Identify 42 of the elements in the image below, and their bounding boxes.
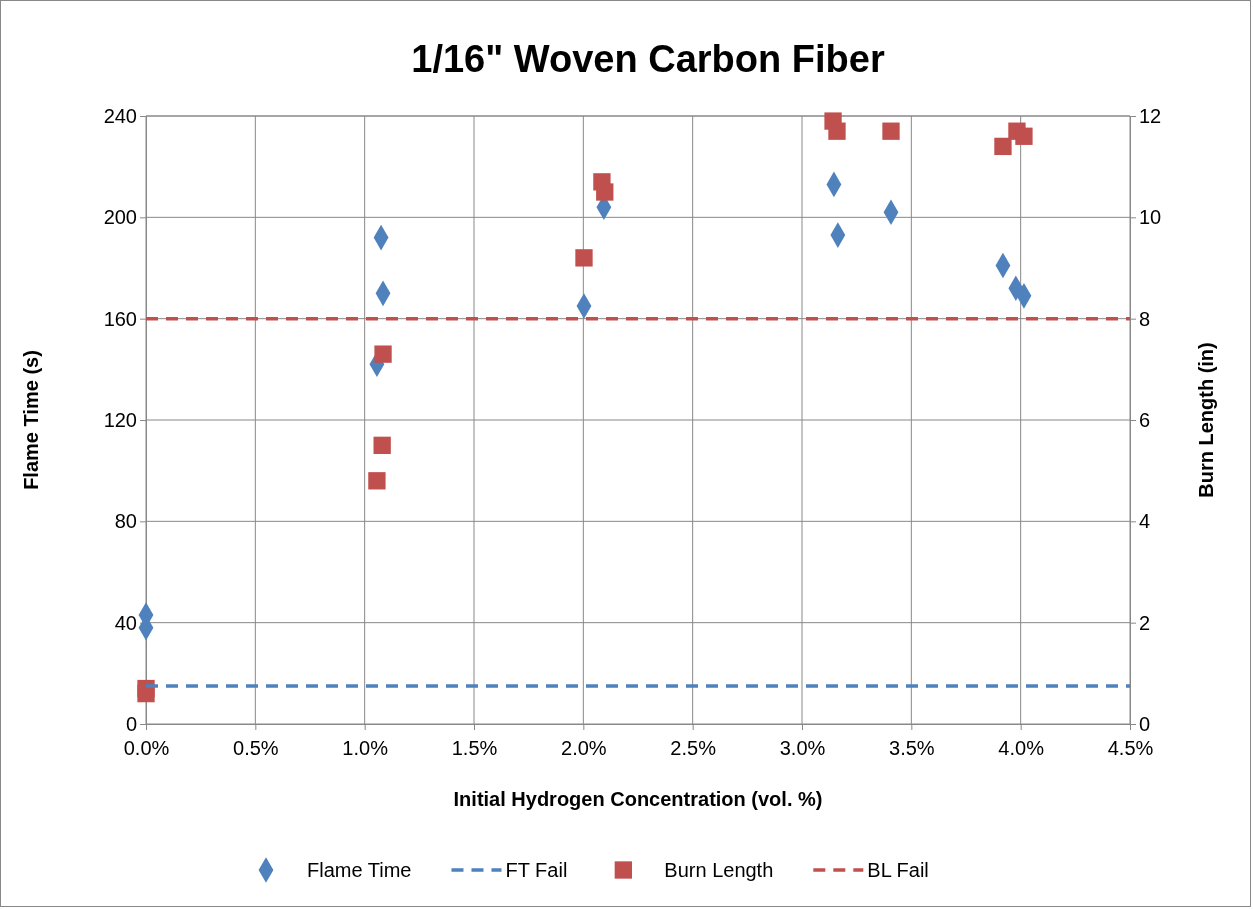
y2-tick-label: 6	[1139, 408, 1151, 431]
point	[368, 472, 386, 490]
legend-label: BL Fail	[867, 859, 929, 881]
point	[994, 137, 1012, 156]
y-tick-label: 240	[103, 104, 137, 127]
y-axis-title: Flame Time (s)	[20, 350, 42, 490]
point	[828, 122, 846, 140]
y2-tick-label: 2	[1139, 611, 1151, 634]
point	[882, 122, 900, 140]
y2-tick-label: 4	[1139, 510, 1151, 533]
legend-label: Flame Time	[307, 859, 412, 881]
point	[373, 436, 391, 454]
point	[596, 183, 614, 201]
y2-tick-label: 10	[1139, 206, 1162, 229]
y-tick-label: 80	[114, 510, 137, 533]
x-tick-label: 4.0%	[998, 737, 1045, 759]
point	[575, 249, 593, 267]
y2-tick-label: 8	[1139, 307, 1151, 330]
x-tick-label: 4.5%	[1107, 737, 1154, 759]
x-tick-label: 2.5%	[670, 737, 717, 759]
x-tick-label: 1.5%	[451, 737, 498, 759]
y-tick-label: 160	[103, 307, 137, 330]
legend-label: FT Fail	[505, 859, 568, 881]
x-tick-label: 2.0%	[561, 737, 607, 759]
y2-tick-label: 12	[1139, 104, 1162, 127]
x-tick-label: 1.0%	[342, 737, 389, 759]
point	[1015, 127, 1033, 145]
x-tick-label: 3.0%	[779, 737, 826, 759]
x-tick-label: 3.5%	[889, 737, 935, 759]
y2-axis-title: Burn Length (in)	[1195, 342, 1217, 498]
x-axis-title: Initial Hydrogen Concentration (vol. %)	[453, 788, 823, 810]
y-tick-label: 40	[114, 611, 137, 634]
y-tick-label: 120	[103, 408, 137, 431]
chart-title: 1/16" Woven Carbon Fiber	[411, 38, 885, 80]
legend-label: Burn Length	[664, 859, 774, 881]
point	[374, 345, 392, 363]
y-tick-label: 0	[125, 712, 137, 735]
y-tick-label: 200	[103, 206, 137, 229]
point	[137, 684, 155, 703]
x-tick-label: 0.0%	[123, 737, 170, 759]
y2-tick-label: 0	[1139, 712, 1151, 735]
x-tick-label: 0.5%	[233, 737, 279, 759]
